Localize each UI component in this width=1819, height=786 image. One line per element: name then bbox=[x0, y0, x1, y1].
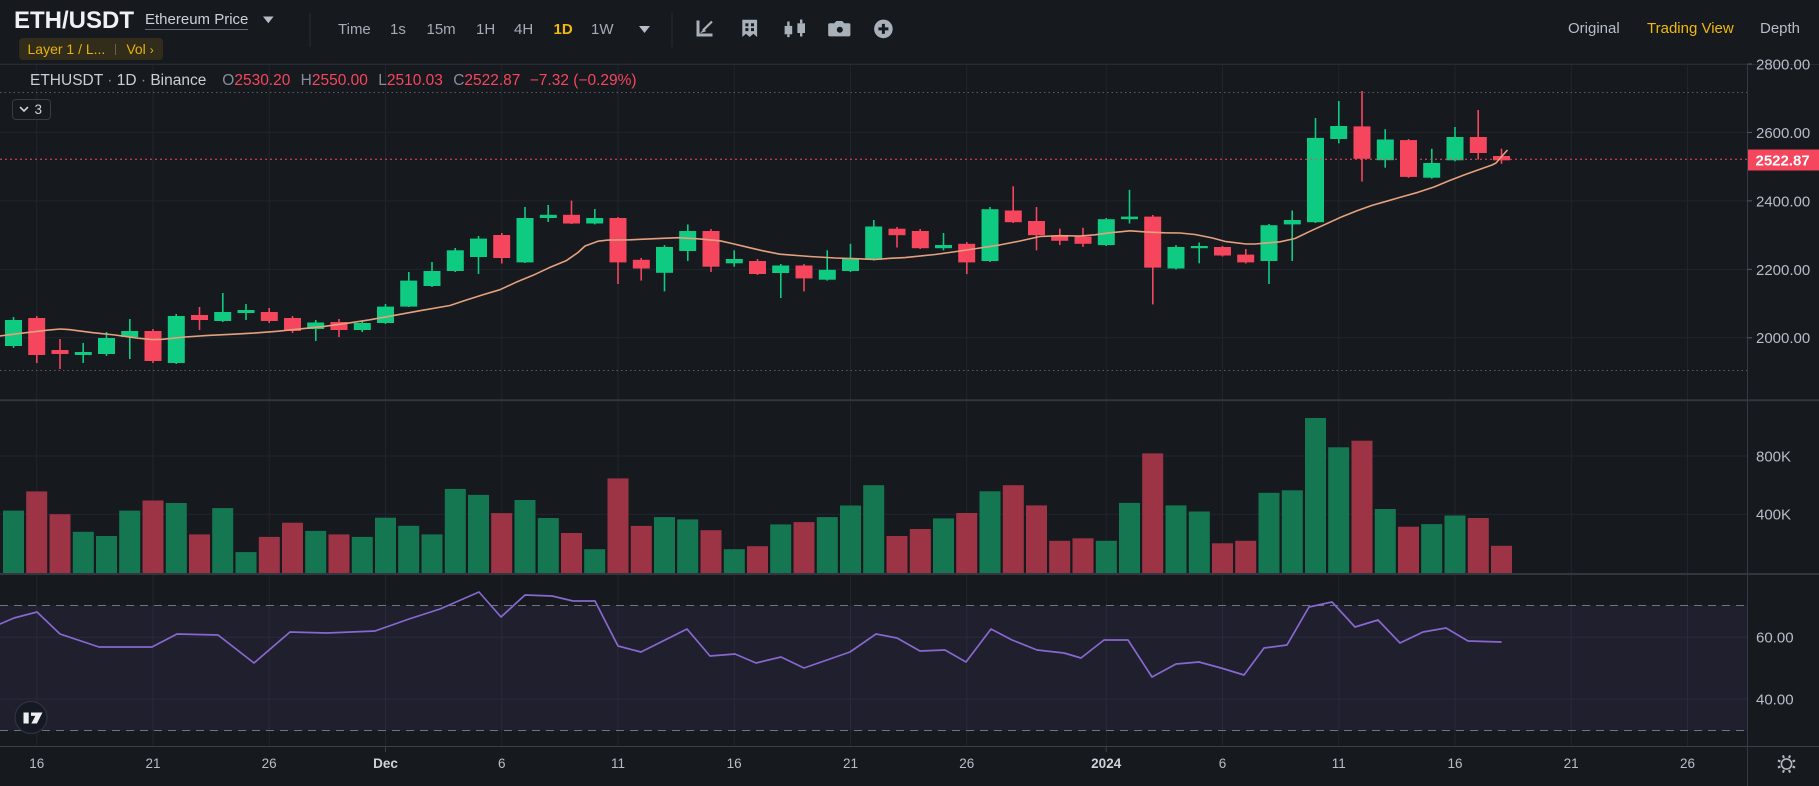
svg-text:26: 26 bbox=[1680, 756, 1695, 771]
svg-text:26: 26 bbox=[262, 756, 277, 771]
svg-text:Dec: Dec bbox=[373, 756, 398, 771]
svg-text:16: 16 bbox=[1447, 756, 1462, 771]
svg-text:16: 16 bbox=[29, 756, 44, 771]
svg-text:40.00: 40.00 bbox=[1756, 691, 1794, 708]
svg-text:16: 16 bbox=[727, 756, 742, 771]
svg-text:2522.87: 2522.87 bbox=[1756, 153, 1810, 170]
svg-text:2200.00: 2200.00 bbox=[1756, 262, 1810, 279]
svg-text:60.00: 60.00 bbox=[1756, 630, 1794, 647]
svg-text:21: 21 bbox=[843, 756, 858, 771]
svg-text:800K: 800K bbox=[1756, 448, 1791, 465]
svg-text:2600.00: 2600.00 bbox=[1756, 125, 1810, 142]
svg-text:26: 26 bbox=[959, 756, 974, 771]
svg-text:2800.00: 2800.00 bbox=[1756, 56, 1810, 73]
svg-text:2000.00: 2000.00 bbox=[1756, 330, 1810, 347]
svg-text:2400.00: 2400.00 bbox=[1756, 193, 1810, 210]
svg-text:11: 11 bbox=[611, 756, 625, 771]
svg-text:6: 6 bbox=[498, 756, 506, 771]
svg-text:11: 11 bbox=[1332, 756, 1346, 771]
svg-text:21: 21 bbox=[1564, 756, 1579, 771]
svg-text:21: 21 bbox=[145, 756, 160, 771]
svg-text:6: 6 bbox=[1219, 756, 1227, 771]
svg-text:2024: 2024 bbox=[1091, 756, 1122, 771]
svg-text:400K: 400K bbox=[1756, 507, 1791, 524]
